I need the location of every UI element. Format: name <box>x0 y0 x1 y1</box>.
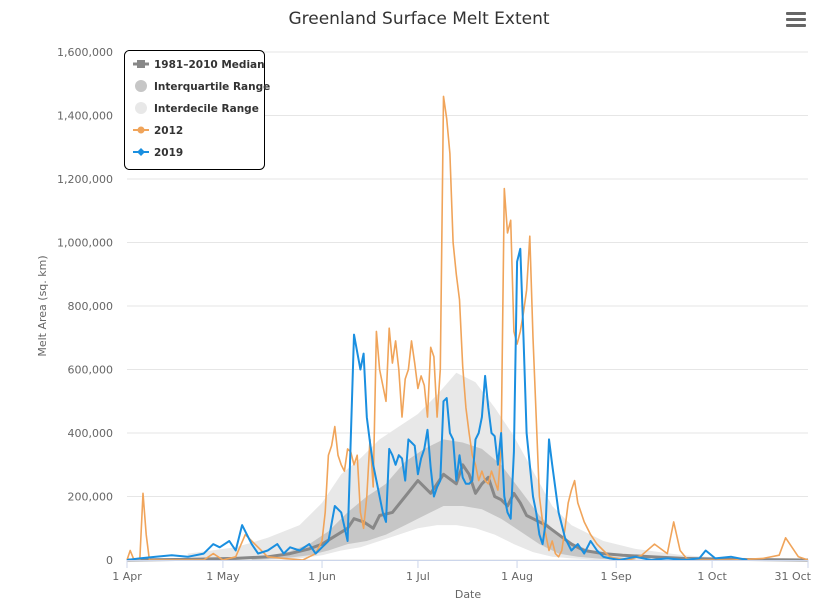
x-axis-title: Date <box>455 588 482 601</box>
y-tick-label: 1,400,000 <box>57 110 113 123</box>
y2019-legend-label: 2019 <box>154 147 183 159</box>
median-legend-label: 1981–2010 Median <box>154 59 265 71</box>
y2012-legend-marker <box>137 126 145 134</box>
y-tick-label: 800,000 <box>68 300 114 313</box>
y-tick-label: 400,000 <box>68 427 114 440</box>
interquartile-legend-label: Interquartile Range <box>154 81 270 93</box>
y-axis: 0 200,000 400,000 600,000 800,000 1,000,000 1,… <box>57 46 113 567</box>
interdecile-legend-symbol <box>135 102 147 114</box>
y-tick-label: 600,000 <box>68 364 114 377</box>
legend-box <box>124 50 265 170</box>
y2019-legend-marker <box>137 148 145 156</box>
y2012-legend-label: 2012 <box>154 125 183 137</box>
x-axis: 1 Apr 1 May 1 Jun 1 Jul 1 Aug 1 Sep 1 Oct 31 Oc… <box>112 560 812 583</box>
x-tick-label: 1 Sep <box>601 570 632 583</box>
y-tick-label: 0 <box>106 554 113 567</box>
hamburger-menu-icon[interactable] <box>786 12 806 30</box>
x-tick-label: 1 Aug <box>501 570 533 583</box>
y-tick-label: 1,200,000 <box>57 173 113 186</box>
series-lines <box>126 95 809 562</box>
y-axis-title: Melt Area (sq. km) <box>36 255 49 356</box>
series-2012-line <box>126 95 809 561</box>
interquartile-legend-symbol <box>135 80 147 92</box>
x-tick-label: 1 Jun <box>308 570 336 583</box>
chart-title: Greenland Surface Melt Extent <box>288 9 549 29</box>
y-tick-label: 1,000,000 <box>57 237 113 250</box>
interdecile-legend-label: Interdecile Range <box>154 103 259 115</box>
y-tick-label: 200,000 <box>68 491 114 504</box>
x-tick-label: 1 Apr <box>112 570 142 583</box>
range-bands <box>187 372 732 560</box>
series-2019-line <box>126 247 748 561</box>
x-tick-label: 1 May <box>206 570 240 583</box>
grid-lines <box>127 51 808 561</box>
median-legend-marker <box>137 60 145 68</box>
y-tick-label: 1,600,000 <box>57 46 113 59</box>
x-tick-label: 1 Jul <box>406 570 430 583</box>
x-tick-label: 31 Oct <box>774 570 811 583</box>
x-tick-label: 1 Oct <box>697 570 727 583</box>
legend: 1981–2010 Median Interquartile Range Inter… <box>124 50 270 170</box>
